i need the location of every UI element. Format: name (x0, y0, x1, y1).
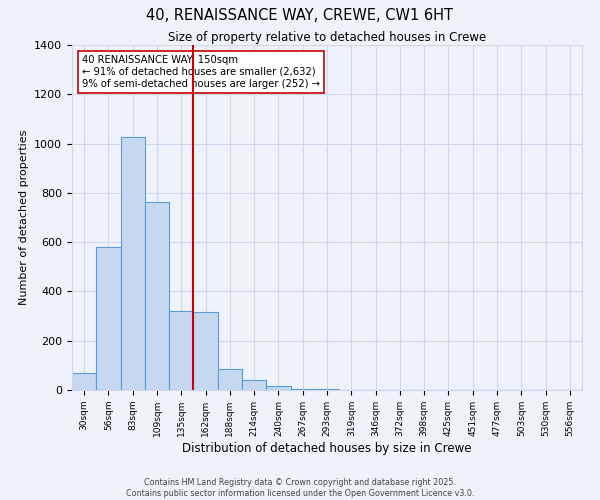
Bar (290, 389, 315, 390)
X-axis label: Distribution of detached houses by size in Crewe: Distribution of detached houses by size … (182, 442, 472, 454)
Y-axis label: Number of detached properties: Number of detached properties (19, 130, 29, 305)
Bar (193, 312, 218, 390)
Bar (121, 138, 145, 390)
Title: Size of property relative to detached houses in Crewe: Size of property relative to detached ho… (168, 31, 486, 44)
Bar (72, 374, 96, 390)
Bar (266, 386, 290, 390)
Text: Contains HM Land Registry data © Crown copyright and database right 2025.
Contai: Contains HM Land Registry data © Crown c… (126, 478, 474, 498)
Bar (169, 311, 193, 390)
Text: 40 RENAISSANCE WAY: 150sqm
← 91% of detached houses are smaller (2,632)
9% of se: 40 RENAISSANCE WAY: 150sqm ← 91% of deta… (82, 56, 320, 88)
Bar (96, 247, 121, 390)
Text: 40, RENAISSANCE WAY, CREWE, CW1 6HT: 40, RENAISSANCE WAY, CREWE, CW1 6HT (146, 8, 454, 22)
Bar (218, 369, 242, 390)
Bar (242, 380, 266, 390)
Bar (145, 202, 169, 390)
